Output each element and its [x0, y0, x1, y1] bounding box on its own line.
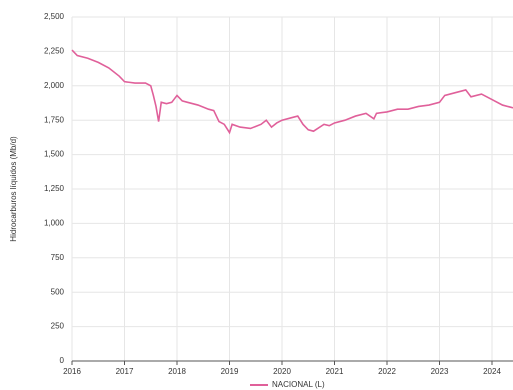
- legend-label: NACIONAL (L): [272, 380, 325, 389]
- x-tick-label: 2021: [326, 367, 344, 376]
- data-line: [71, 49, 513, 135]
- y-tick-label: 1,000: [44, 219, 65, 228]
- x-tick-label: 2024: [483, 367, 501, 376]
- x-tick-label: 2019: [221, 367, 239, 376]
- y-tick-label: 0: [60, 356, 65, 365]
- y-tick-label: 500: [51, 287, 65, 296]
- y-tick-label: 2,000: [44, 81, 65, 90]
- y-tick-label: 1,500: [44, 150, 65, 159]
- x-tick-label: 2018: [168, 367, 186, 376]
- y-axis-label: Hidrocarburos líquidos (Mb/d): [9, 136, 18, 242]
- y-tick-label: 750: [51, 253, 65, 262]
- y-tick-label: 1,250: [44, 184, 65, 193]
- y-tick-label: 250: [51, 322, 65, 331]
- x-tick-label: 2023: [431, 367, 449, 376]
- x-tick-label: 2016: [63, 367, 81, 376]
- y-tick-label: 2,500: [44, 12, 65, 21]
- x-tick-label: 2022: [378, 367, 396, 376]
- y-tick-label: 2,250: [44, 47, 65, 56]
- y-tick-label: 1,750: [44, 115, 65, 124]
- x-tick-label: 2017: [116, 367, 134, 376]
- x-tick-label: 2020: [273, 367, 291, 376]
